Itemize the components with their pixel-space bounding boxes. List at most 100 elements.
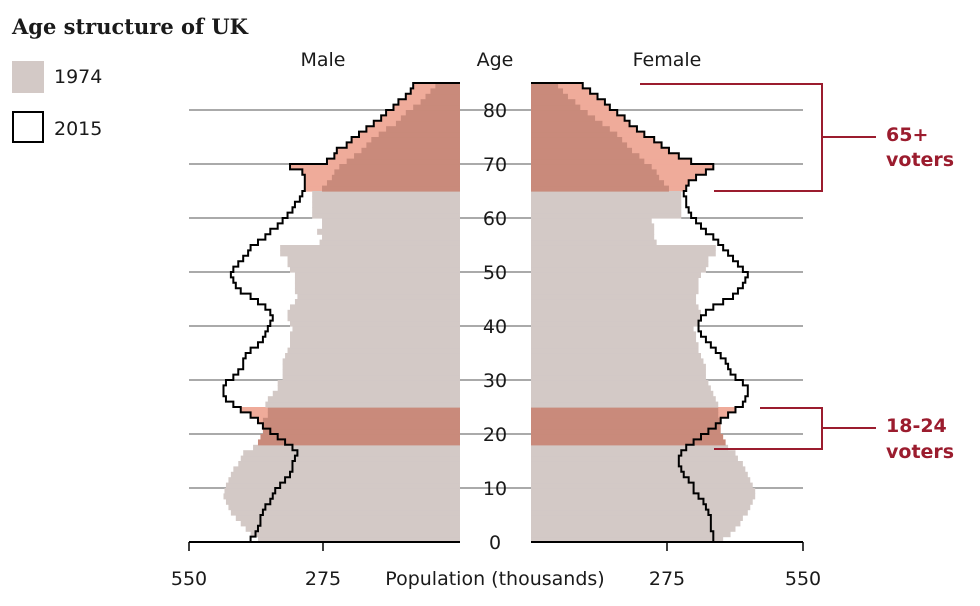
bar-1974-female	[531, 509, 748, 516]
bar-1974-male	[294, 299, 460, 305]
bar-1974-male	[262, 417, 460, 424]
bar-1974-female	[531, 504, 751, 511]
bar-1974-male	[322, 218, 460, 224]
bar-1974-female	[531, 336, 697, 343]
bar-1974-female	[531, 288, 699, 295]
bar-1974-female	[531, 245, 716, 251]
bar-1974-male	[339, 164, 460, 170]
population-bars	[223, 83, 756, 543]
age-tick-label: 80	[483, 100, 507, 122]
x-axis-label: Population (thousands)	[385, 568, 604, 590]
bar-1974-female	[531, 191, 682, 197]
bar-1974-male	[297, 293, 460, 300]
bar-1974-male	[280, 245, 460, 251]
bar-1974-female	[531, 369, 706, 376]
bar-1974-female	[531, 158, 645, 165]
bar-1974-male	[294, 277, 460, 284]
bar-1974-female	[531, 498, 753, 505]
bar-1974-male	[371, 137, 460, 143]
bar-1974-male	[262, 428, 460, 435]
bar-1974-male	[294, 288, 460, 295]
bar-1974-male	[225, 498, 460, 505]
bar-1974-female	[531, 331, 697, 338]
legend-swatch-2015	[12, 111, 44, 143]
bar-1974-female	[531, 450, 736, 457]
bar-1974-female	[531, 137, 623, 143]
bar-1974-male	[285, 353, 460, 359]
bar-1974-female	[531, 282, 699, 289]
bar-1974-female	[531, 255, 709, 262]
bar-1974-female	[531, 228, 655, 235]
bar-1974-male	[253, 444, 460, 451]
age-tick-label: 40	[483, 316, 507, 338]
bar-1974-female	[531, 536, 724, 543]
bar-1974-female	[531, 147, 633, 154]
bar-1974-male	[425, 93, 460, 100]
bar-1974-male	[287, 315, 460, 322]
bar-1974-female	[531, 363, 706, 370]
legend-label-1974: 1974	[54, 66, 102, 88]
age-label: Age	[477, 49, 514, 71]
bar-1974-female	[531, 493, 756, 500]
bar-1974-female	[531, 104, 581, 111]
age-tick-label: 70	[483, 154, 507, 176]
bar-1974-female	[531, 272, 701, 278]
bar-1974-male	[290, 266, 460, 273]
bar-1974-female	[531, 417, 721, 424]
bar-1974-female	[531, 88, 564, 95]
bar-1974-male	[290, 320, 460, 327]
bar-1974-female	[531, 342, 699, 349]
bar-1974-female	[531, 126, 610, 133]
bar-1974-male	[354, 153, 460, 160]
bar-1974-male	[228, 477, 460, 484]
bar-1974-male	[230, 509, 460, 516]
female-label: Female	[633, 49, 702, 71]
bar-1974-male	[224, 488, 460, 494]
bar-1974-female	[531, 93, 568, 100]
bar-1974-female	[531, 223, 655, 230]
annotation-65-plus-line2: voters	[886, 149, 954, 171]
bar-1974-female	[531, 299, 697, 305]
bar-1974-female	[531, 477, 751, 484]
age-tick-labels: 0 10 20 30 40 50 60 70 80	[483, 100, 507, 554]
bar-1974-male	[260, 434, 460, 440]
bar-1974-female	[531, 455, 738, 462]
bar-1974-male	[238, 461, 460, 467]
bar-1974-female	[531, 315, 701, 322]
bar-1974-female	[531, 461, 743, 467]
bar-1974-male	[326, 180, 460, 187]
bar-1974-male	[294, 282, 460, 289]
bar-1974-male	[223, 493, 460, 500]
bar-1974-male	[230, 471, 460, 478]
bar-1974-female	[531, 466, 746, 473]
bar-1974-female	[531, 196, 682, 203]
bar-1974-male	[280, 250, 460, 257]
bar-1974-female	[531, 110, 588, 116]
bar-1974-female	[531, 250, 716, 257]
bar-1974-female	[531, 428, 721, 435]
bar-1974-female	[531, 531, 731, 538]
bar-1974-male	[257, 536, 460, 543]
bar-1974-male	[420, 99, 460, 106]
bar-1974-female	[531, 525, 736, 532]
bar-1974-female	[531, 120, 603, 127]
annotation-18-24-line2: voters	[886, 441, 954, 463]
bar-1974-male	[282, 358, 460, 365]
bar-1974-female	[531, 261, 709, 268]
bar-1974-female	[531, 239, 657, 246]
bar-1974-male	[282, 369, 460, 376]
bar-1974-female	[531, 234, 655, 241]
bar-1974-female	[531, 385, 711, 392]
bar-1974-female	[531, 439, 726, 446]
age-tick-label: 30	[483, 370, 507, 392]
bar-1974-female	[531, 218, 652, 224]
bar-1974-male	[243, 450, 460, 457]
bar-1974-male	[287, 309, 460, 316]
bar-1974-female	[531, 304, 699, 311]
bar-1974-male	[235, 515, 460, 521]
bar-1974-female	[531, 115, 596, 122]
bar-1974-male	[317, 228, 460, 235]
bar-1974-female	[531, 131, 618, 138]
bar-1974-female	[531, 396, 716, 403]
bar-1974-male	[250, 531, 460, 538]
